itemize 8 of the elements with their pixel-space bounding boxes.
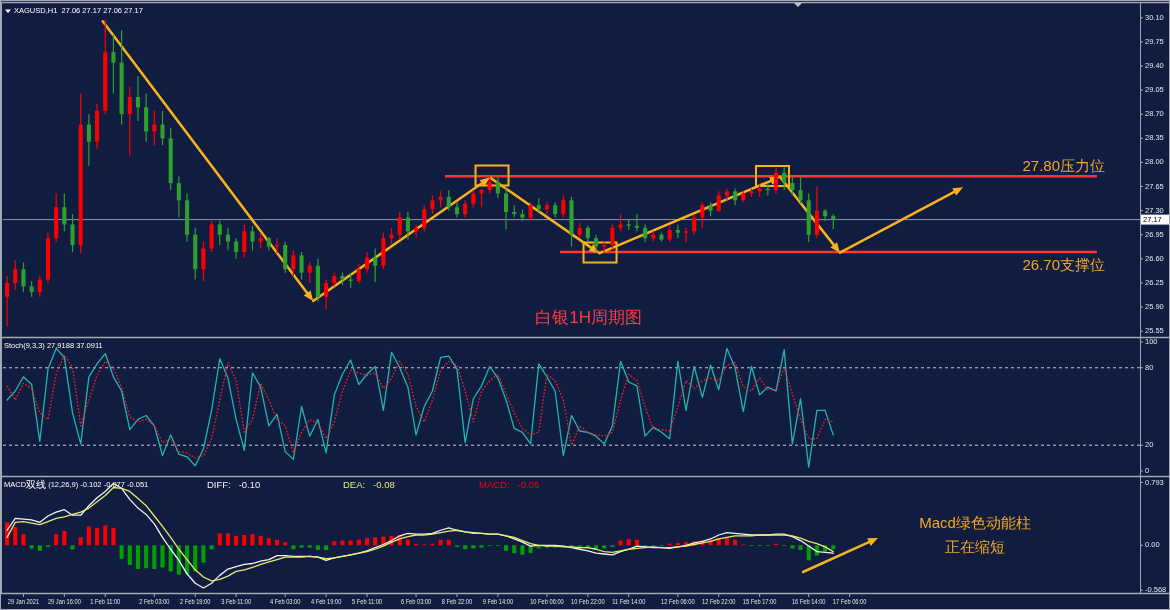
ref-line-label: 26.70支撑位 — [1022, 255, 1106, 273]
ref-line-label: 27.80压力位 — [1022, 157, 1106, 175]
annotation: 白银1H周期图 — [535, 307, 642, 327]
text: MACD: -0.05 — [479, 478, 540, 490]
annotation: Macd绿色动能柱 — [919, 514, 1031, 532]
text: DEA: -0.08 — [343, 478, 395, 490]
annotation: 正在缩短 — [945, 538, 1006, 556]
text: DIFF: -0.10 — [207, 478, 261, 490]
